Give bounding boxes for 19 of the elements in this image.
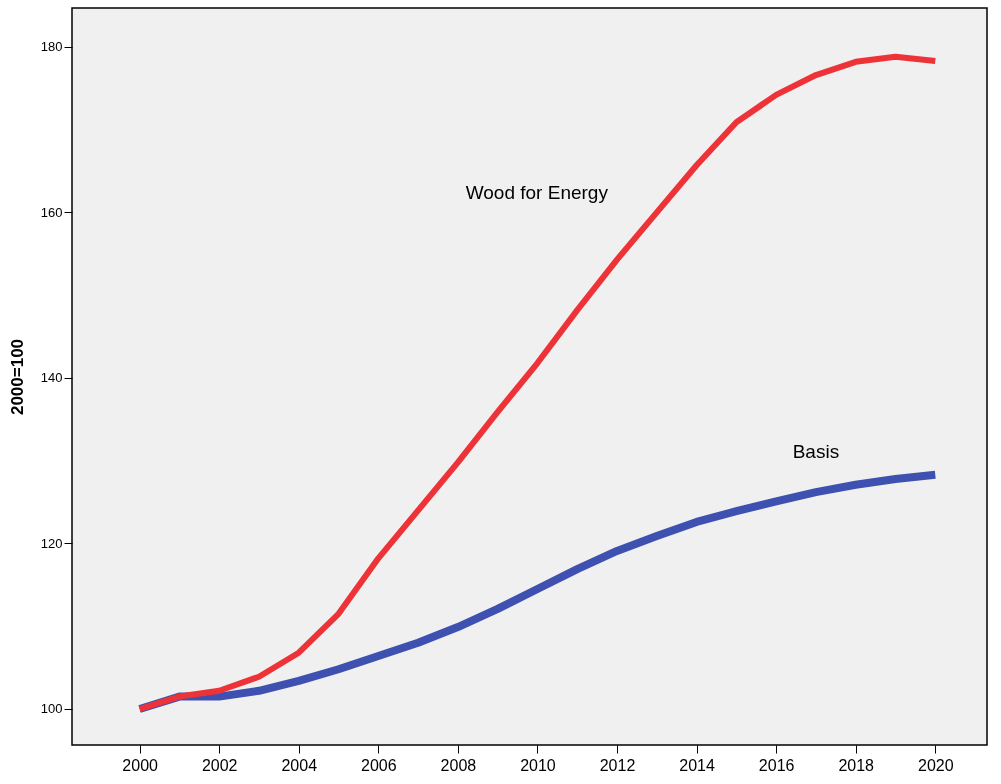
x-tick-label: 2010: [520, 756, 556, 774]
text: Wood for Energy: [465, 182, 609, 204]
y-tick-label: 120: [40, 535, 63, 551]
series-label: Basis: [792, 441, 840, 463]
x-tick-label: 2006: [361, 756, 397, 774]
x-tick-label: 2020: [917, 756, 954, 774]
y-tick-label: 160: [40, 204, 63, 220]
x-tick-label: 2000: [122, 756, 159, 774]
x-tick-label: 2004: [281, 756, 318, 774]
y-tick-label: 180: [40, 39, 63, 55]
x-tick-label: 2016: [758, 756, 795, 774]
y-axis-title: 2000=100: [7, 338, 27, 416]
x-tick-label: 2008: [440, 756, 477, 774]
y-tick-label: 140: [40, 370, 63, 386]
x-tick-label: 2002: [201, 756, 238, 774]
y-tick-label: 100: [40, 701, 63, 717]
x-tick-label: 2018: [838, 756, 875, 774]
x-tick-label: 2014: [679, 756, 715, 774]
x-tick-label: 2012: [599, 756, 636, 774]
